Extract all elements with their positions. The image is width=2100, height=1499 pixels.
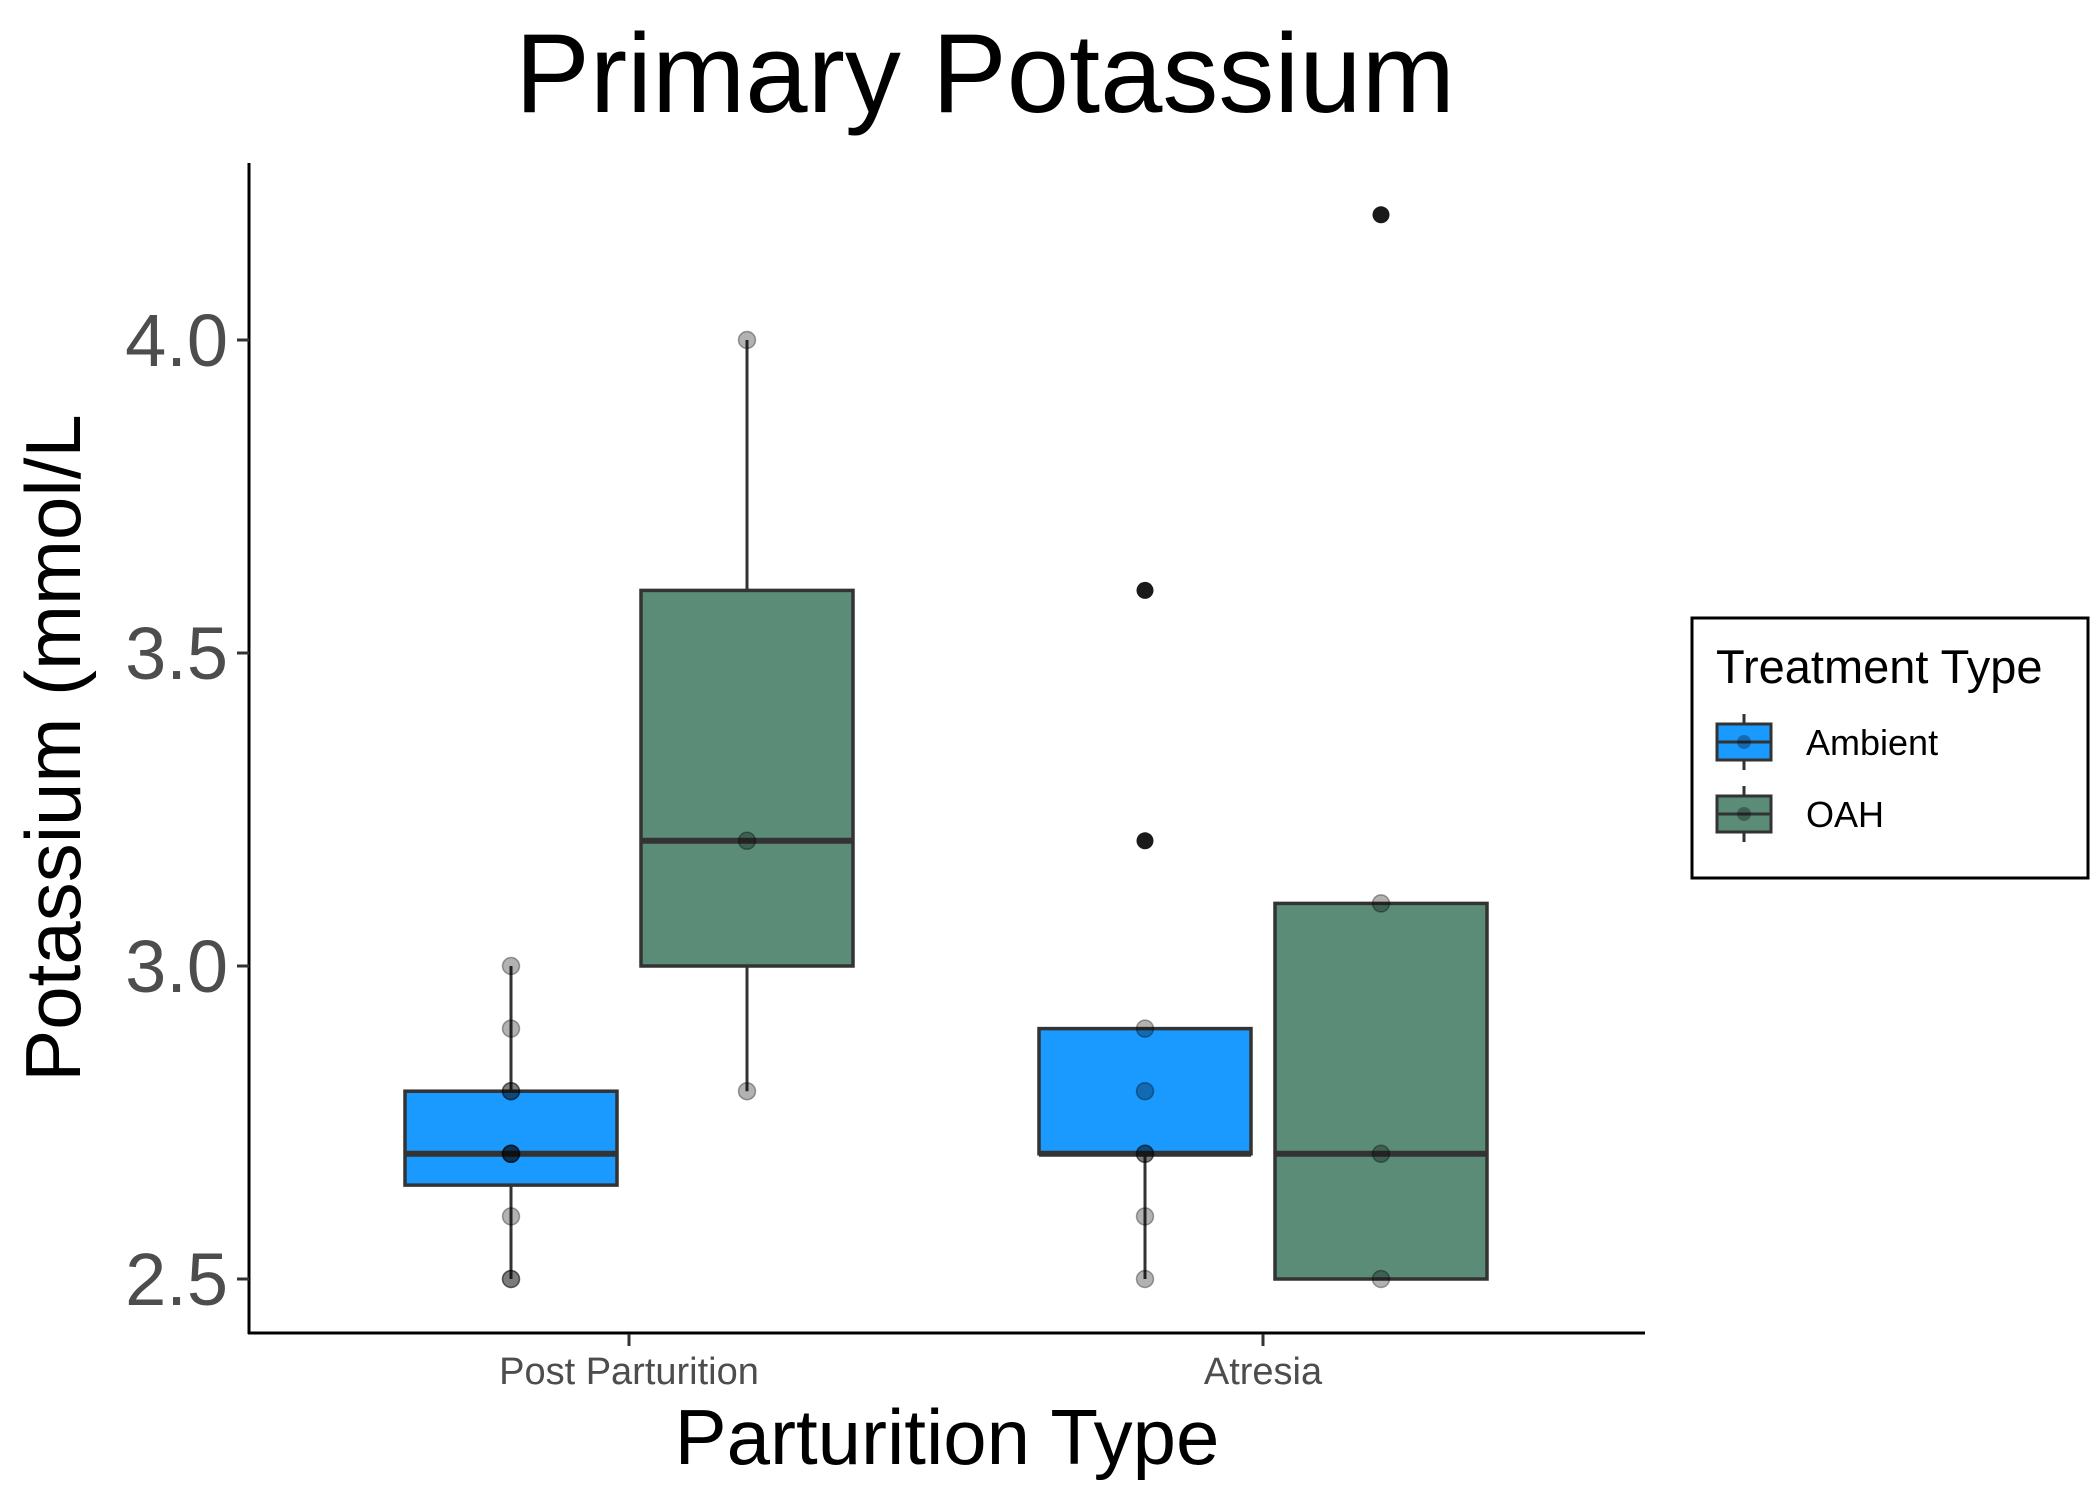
data-point	[1135, 1081, 1155, 1101]
data-point	[1371, 1144, 1391, 1164]
data-point	[1135, 1019, 1155, 1038]
plot-area	[403, 206, 1489, 1289]
legend-title: Treatment Type	[1716, 640, 2043, 693]
y-axis-title: Potassium (mmol/L	[9, 414, 97, 1082]
data-point	[501, 1144, 521, 1164]
data-point	[501, 1269, 521, 1289]
data-point	[501, 1144, 521, 1164]
data-point	[501, 956, 521, 976]
y-axis-ticks: 2.5 3.0 3.5 4.0	[125, 299, 249, 1321]
box-ambient-atresia	[1037, 581, 1253, 1279]
data-point	[1371, 1269, 1391, 1289]
outlier-point	[1136, 581, 1154, 599]
legend-entry-ambient: Ambient	[1715, 714, 1938, 770]
y-tick-label: 4.0	[125, 299, 228, 382]
legend-label: Ambient	[1806, 722, 1938, 763]
legend: Treatment Type Ambient OAH	[1690, 616, 2090, 880]
data-point	[737, 831, 757, 851]
data-point	[1135, 1207, 1155, 1226]
y-tick-label: 2.5	[125, 1238, 228, 1321]
data-point	[1135, 1269, 1155, 1289]
data-point	[501, 1019, 521, 1038]
x-axis-ticks: Post Parturition Atresia	[499, 1334, 1323, 1393]
box-body	[403, 1089, 619, 1187]
legend-key-point	[1737, 735, 1751, 749]
legend-key-point	[1737, 807, 1751, 821]
data-point	[501, 1269, 521, 1289]
legend-entries: Ambient OAH	[1715, 714, 1938, 842]
data-point	[737, 330, 757, 350]
legend-label: OAH	[1806, 794, 1884, 835]
box-body	[639, 588, 855, 968]
x-tick-label: Post Parturition	[499, 1351, 759, 1393]
outlier-point	[1136, 832, 1154, 850]
data-point	[737, 1081, 757, 1101]
box-ambient-post-parturition	[403, 966, 619, 1279]
box-oah-post-parturition	[639, 340, 855, 1092]
x-tick-label: Atresia	[1204, 1351, 1323, 1393]
data-point	[501, 1081, 521, 1101]
data-point	[1135, 1144, 1155, 1164]
y-tick-label: 3.5	[125, 612, 228, 695]
outlier-point	[1372, 206, 1390, 224]
chart-title: Primary Potassium	[515, 11, 1455, 136]
x-axis-title: Parturition Type	[675, 1393, 1220, 1481]
data-point	[1135, 1144, 1155, 1164]
legend-entry-oah: OAH	[1715, 786, 1884, 842]
box-oah-atresia	[1273, 206, 1489, 1281]
data-point	[1371, 894, 1391, 913]
y-tick-label: 3.0	[125, 925, 228, 1008]
data-point	[501, 1081, 521, 1101]
data-point	[501, 1144, 521, 1164]
box-body	[1273, 901, 1489, 1281]
data-point	[501, 1207, 521, 1226]
box-body	[1037, 1026, 1253, 1156]
